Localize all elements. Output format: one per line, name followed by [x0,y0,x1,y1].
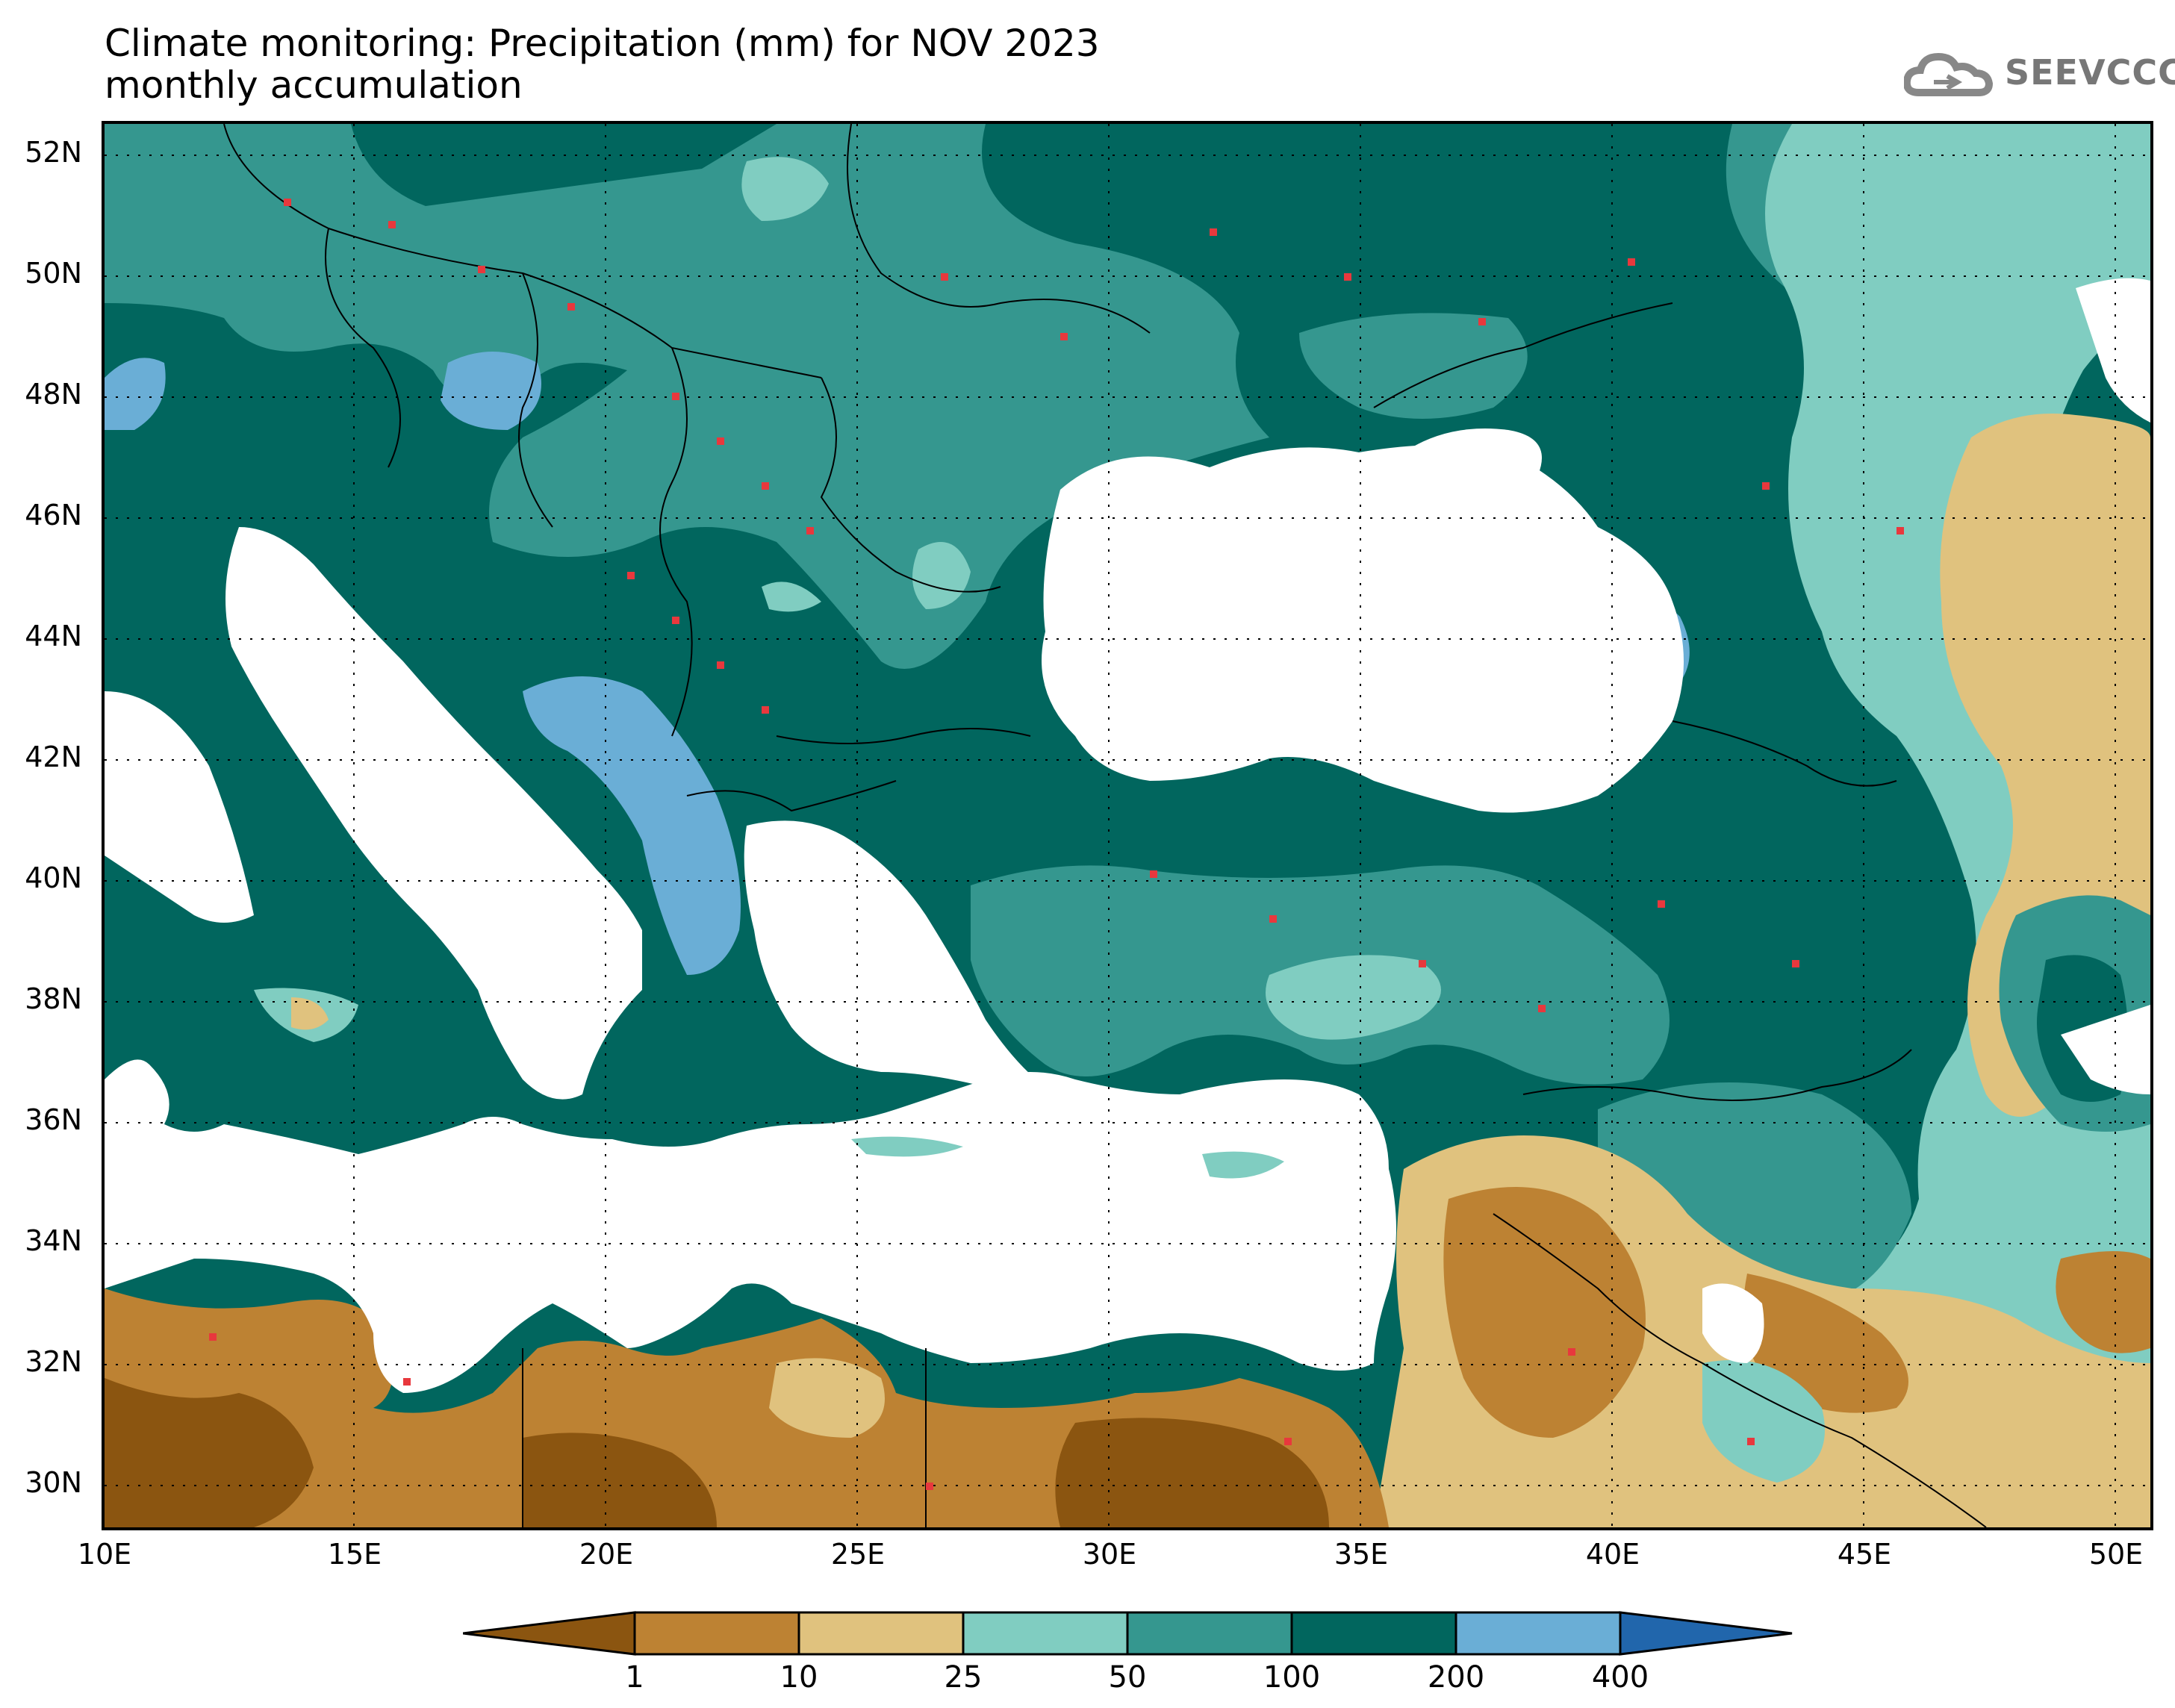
lat-label-40n: 40N [25,861,82,894]
colorbar-threshold-label: 400 [1592,1660,1649,1695]
region-200-400-balkans [523,676,741,975]
region-0-1-libya-west [105,1378,314,1527]
lon-label-15e: 15E [327,1538,382,1571]
cyprus [1202,1151,1284,1179]
colorbar-segment [1454,1611,1622,1656]
tyrrhenian-sea [105,691,254,923]
colorbar-segment [1290,1611,1457,1656]
cloud-icon [1902,52,1994,96]
lat-label-34n: 34N [25,1224,82,1257]
mediterranean-sea [105,1059,1396,1393]
lon-label-10e: 10E [77,1538,132,1571]
country-borders [223,124,1987,1527]
colorbar-arrow-high [1619,1611,1793,1656]
lat-label-46n: 46N [25,499,82,532]
colorbar-segment [1126,1611,1293,1656]
black-sea [1042,445,1684,813]
region-0-1-libya-east [523,1433,717,1527]
region-1-10-syria [1443,1187,1646,1438]
lat-label-38n: 38N [25,982,82,1015]
colorbar-segment [797,1611,965,1656]
colorbar-legend: 1 10 25 50 100 200 400 [463,1611,1793,1695]
colorbar-labels: 1 10 25 50 100 200 400 [625,1660,1649,1695]
patch [762,582,821,612]
lon-label-40e: 40E [1585,1538,1640,1571]
region-1-10-iran [2056,1251,2150,1353]
lon-label-35e: 35E [1334,1538,1389,1571]
lon-label-50e: 50E [2088,1538,2144,1571]
colorbar-threshold-label: 1 [625,1660,644,1695]
colorbar-segment [962,1611,1129,1656]
colorbar-arrow-low [463,1611,636,1656]
lon-label-25e: 25E [830,1538,886,1571]
station-markers [209,199,1904,1490]
sicily-interior [291,997,329,1030]
lon-label-30e: 30E [1082,1538,1137,1571]
colorbar-threshold-label: 10 [780,1660,818,1695]
title-line-1: Climate monitoring: Precipitation (mm) f… [105,22,1100,65]
lat-label-52n: 52N [25,136,82,169]
region-200-400-west [105,358,166,430]
colorbar-segment [633,1611,800,1656]
lat-label-36n: 36N [25,1103,82,1136]
missing-data-area [2076,278,2150,423]
lat-label-48n: 48N [25,378,82,411]
crete [851,1136,963,1157]
colorbar-threshold-label: 200 [1428,1660,1484,1695]
caspian-sea-edge [2061,1005,2150,1094]
colorbar-threshold-label: 100 [1263,1660,1320,1695]
logo-text: SEEVCCC [2005,52,2175,93]
lat-label-30n: 30N [25,1466,82,1499]
lon-label-45e: 45E [1837,1538,1892,1571]
region-0-1-egypt [1055,1418,1329,1527]
lat-label-50n: 50N [25,257,82,290]
region-25-50-anatolia [1266,955,1441,1040]
lat-label-32n: 32N [25,1345,82,1378]
adriatic-sea [225,527,642,1100]
precip-map [105,124,2150,1527]
region-10-25-libya [769,1358,885,1438]
region-50-100-ukraine [1299,313,1528,419]
map-frame [102,121,2153,1530]
missing-data-area [1702,1283,1764,1363]
region-25-50-patch [912,542,971,609]
chart-title: Climate monitoring: Precipitation (mm) f… [105,22,1100,106]
colorbar-segments [463,1611,1793,1656]
lat-label-44n: 44N [25,620,82,652]
region-25-50-patch [741,157,829,221]
colorbar-threshold-label: 50 [1109,1660,1147,1695]
sea-of-azov [1404,428,1542,492]
aegean-sea [744,820,1045,1087]
lat-label-42n: 42N [25,741,82,773]
colorbar-threshold-label: 25 [945,1660,983,1695]
title-line-2: monthly accumulation [105,63,523,107]
region-200-400-alps [441,352,541,430]
region-25-50-arabia [1702,1360,1825,1483]
seevccc-logo [1902,46,2150,106]
lon-label-20e: 20E [579,1538,634,1571]
